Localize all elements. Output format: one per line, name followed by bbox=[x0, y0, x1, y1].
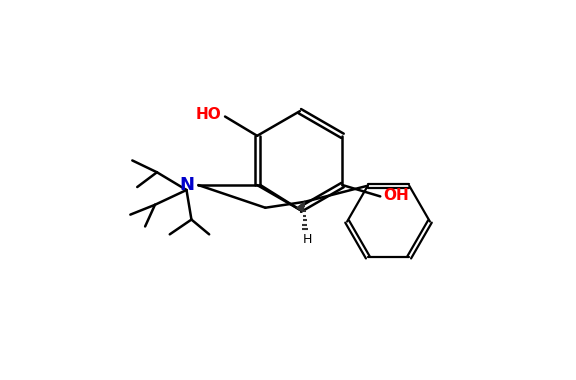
Polygon shape bbox=[297, 202, 305, 212]
Text: OH: OH bbox=[383, 188, 409, 203]
Text: H: H bbox=[303, 233, 312, 246]
Text: HO: HO bbox=[195, 107, 221, 122]
Text: N: N bbox=[179, 176, 194, 194]
